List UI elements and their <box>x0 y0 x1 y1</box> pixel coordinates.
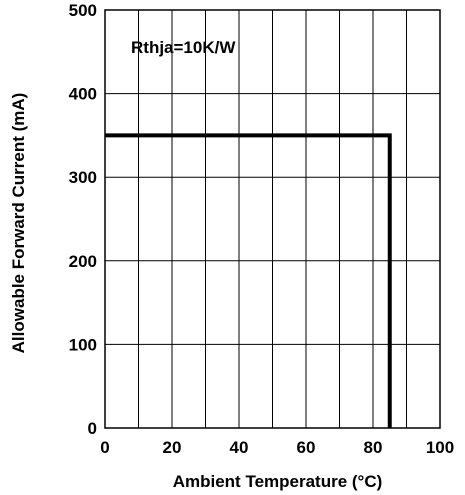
grid-lines <box>105 10 440 428</box>
x-tick-labels: 0 20 40 60 80 100 <box>100 438 454 457</box>
x-tick-label: 40 <box>230 438 249 457</box>
y-tick-label: 200 <box>69 252 97 271</box>
y-axis-label: Allowable Forward Current (mA) <box>9 93 28 354</box>
x-tick-label: 60 <box>297 438 316 457</box>
x-tick-label: 0 <box>100 438 109 457</box>
x-tick-label: 80 <box>364 438 383 457</box>
y-tick-label: 500 <box>69 1 97 20</box>
y-tick-label: 0 <box>88 419 97 438</box>
series-group <box>105 133 392 428</box>
y-tick-labels: 0 100 200 300 400 500 <box>69 1 97 438</box>
thermal-resistance-annotation: Rthja=10K/W <box>131 38 236 57</box>
x-tick-label: 100 <box>426 438 454 457</box>
x-axis-label: Ambient Temperature (°C) <box>173 472 383 491</box>
forward-current-series-line <box>105 133 392 428</box>
y-tick-label: 100 <box>69 335 97 354</box>
x-tick-label: 20 <box>163 438 182 457</box>
y-tick-label: 400 <box>69 85 97 104</box>
y-tick-label: 300 <box>69 168 97 187</box>
plot-frame <box>104 9 441 429</box>
